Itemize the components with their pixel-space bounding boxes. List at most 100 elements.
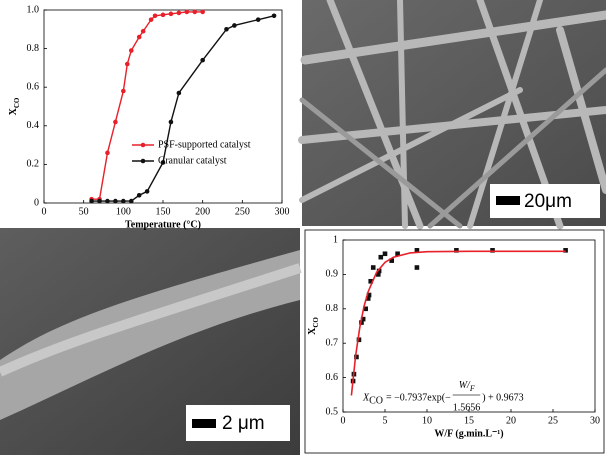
data-point — [113, 198, 118, 204]
fibers — [298, 0, 606, 230]
x-tick-label: 300 — [275, 206, 290, 217]
x-tick-label: 50 — [79, 206, 89, 217]
scale-bar — [192, 419, 216, 428]
data-point — [121, 88, 126, 94]
data-point — [125, 61, 130, 67]
y-tick-label: 0.8 — [27, 43, 40, 54]
y-axis-label-sub: CO — [13, 97, 21, 108]
data-point — [563, 248, 568, 253]
y-axis-label-main: X — [8, 107, 19, 115]
data-point — [89, 198, 94, 204]
data-point — [136, 192, 142, 198]
x-tick-label: 150 — [156, 206, 171, 217]
equation-num-sub: F — [469, 384, 475, 393]
data-point — [176, 10, 182, 16]
data-point — [136, 34, 142, 40]
data-point — [382, 251, 388, 257]
equation-part: = −0.7937exp(− — [386, 392, 451, 403]
data-line — [91, 15, 275, 202]
data-point — [152, 13, 158, 19]
data-point — [365, 296, 371, 301]
equation-slash: / — [466, 380, 471, 391]
data-point — [140, 28, 146, 34]
x-tick-label: 20 — [506, 415, 516, 426]
y-tick-label: 0.9 — [326, 269, 339, 280]
data-point — [105, 150, 110, 156]
data-point — [366, 292, 372, 298]
panel-border — [304, 229, 605, 454]
equation-part: CO — [369, 395, 383, 406]
data-point — [370, 265, 376, 270]
x-axis-label: W/F (g.min.L⁻¹) — [434, 428, 503, 439]
data-point — [414, 265, 420, 270]
y-axis-label: XCO — [307, 317, 319, 335]
x-tick-label: 5 — [383, 415, 388, 426]
legend-marker — [140, 142, 146, 148]
data-point — [121, 198, 126, 204]
equation-part: X — [362, 392, 370, 403]
plot-frame — [43, 9, 283, 204]
x-tick-label: 30 — [590, 415, 600, 426]
fiber-highlight — [0, 263, 302, 377]
scale-label: 2 μm — [222, 413, 265, 434]
data-point — [376, 268, 382, 274]
y-tick-label: 0.4 — [27, 120, 40, 131]
y-axis-label: XCO — [8, 97, 20, 115]
data-point — [375, 272, 381, 277]
data-point — [192, 9, 198, 15]
data-point — [128, 48, 134, 53]
data-point — [454, 248, 459, 253]
x-axis-label: Temperature (°C) — [125, 219, 201, 230]
x-tick-label: 10 — [422, 415, 432, 426]
data-point — [128, 198, 134, 204]
x-tick-label: 25 — [548, 415, 558, 426]
data-point — [200, 9, 205, 15]
x-tick-label: 0 — [341, 415, 346, 426]
data-point — [176, 90, 182, 96]
data-point — [144, 189, 150, 194]
equation-part: W/F — [459, 380, 475, 393]
data-point — [160, 12, 166, 18]
data-point — [368, 278, 374, 284]
data-point — [271, 13, 277, 19]
sem-image-top: 20μm — [298, 0, 606, 230]
data-point — [113, 119, 118, 125]
data-point — [414, 248, 420, 253]
legend-label: PSF-supported catalyst — [158, 139, 251, 150]
x-tick-label: 200 — [195, 206, 210, 217]
legend-marker — [140, 158, 146, 164]
data-point — [97, 198, 102, 204]
x-tick-label: 100 — [116, 206, 131, 217]
data-point — [389, 258, 395, 263]
data-point — [232, 23, 237, 28]
fit-curve — [350, 250, 566, 396]
y-tick-label: 0.5 — [326, 406, 339, 417]
equation-part: 1.5656 — [453, 402, 481, 413]
y-axis-label-sub: CO — [312, 317, 320, 328]
legend-label: Granular catalyst — [158, 155, 227, 166]
data-line — [91, 11, 203, 200]
y-tick-label: 0.6 — [27, 81, 40, 92]
sem-image-bottom: 2 μm — [0, 228, 302, 455]
y-tick-label: 0.2 — [27, 159, 40, 170]
data-point — [105, 198, 110, 204]
data-point — [360, 316, 366, 322]
y-tick-label: 1 — [333, 234, 338, 245]
equation-part: ) + 0.9673 — [482, 392, 523, 403]
data-point — [378, 254, 384, 260]
scale-label: 20μm — [524, 191, 572, 212]
y-tick-label: 0.8 — [326, 303, 339, 314]
y-tick-label: 0.7 — [326, 337, 339, 348]
data-point — [356, 337, 362, 343]
y-tick-label: 1.0 — [27, 4, 40, 15]
scale-bar — [496, 196, 520, 205]
data-point — [160, 160, 166, 165]
data-point — [148, 17, 154, 22]
y-tick-label: 0 — [34, 197, 39, 208]
x-tick-label: 250 — [235, 206, 250, 217]
data-point — [395, 251, 400, 257]
data-point — [354, 354, 359, 360]
x-tick-label: 0 — [42, 206, 47, 217]
data-point — [255, 17, 261, 22]
